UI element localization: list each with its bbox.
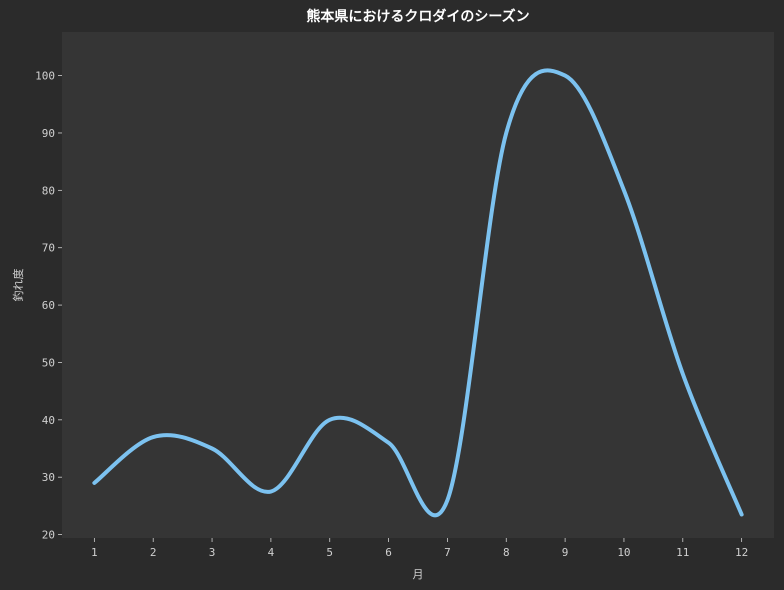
x-tick-label: 3 [209, 546, 216, 559]
x-axis: 1 2 3 4 5 6 7 8 9 10 11 12 [91, 538, 748, 559]
y-tick-label: 50 [42, 356, 55, 369]
x-tick-label: 11 [676, 546, 689, 559]
x-tick-label: 5 [326, 546, 333, 559]
x-tick-label: 4 [268, 546, 275, 559]
series-group [92, 68, 744, 518]
x-tick-label: 9 [562, 546, 569, 559]
y-tick-label: 30 [42, 471, 55, 484]
y-tick-label: 60 [42, 299, 55, 312]
chart-title: 熊本県におけるクロダイのシーズン [306, 8, 529, 25]
y-axis: 20 30 40 50 60 70 80 90 100 [35, 70, 62, 542]
y-tick-label: 80 [42, 184, 55, 197]
y-tick-label: 40 [42, 414, 55, 427]
y-tick-label: 70 [42, 242, 55, 255]
x-tick-label: 8 [503, 546, 510, 559]
x-tick-label: 2 [150, 546, 157, 559]
y-tick-label: 90 [42, 127, 55, 140]
y-axis-label: 釣れ度 [11, 269, 25, 302]
x-tick-label: 10 [617, 546, 630, 559]
x-tick-label: 1 [91, 546, 98, 559]
x-axis-label: 月 [413, 568, 424, 581]
y-tick-label: 20 [42, 529, 55, 542]
y-tick-label: 100 [35, 70, 55, 83]
plot-area [62, 32, 774, 538]
x-tick-label: 6 [385, 546, 392, 559]
x-tick-label: 12 [735, 546, 748, 559]
series-line [92, 68, 744, 518]
x-tick-label: 7 [444, 546, 451, 559]
